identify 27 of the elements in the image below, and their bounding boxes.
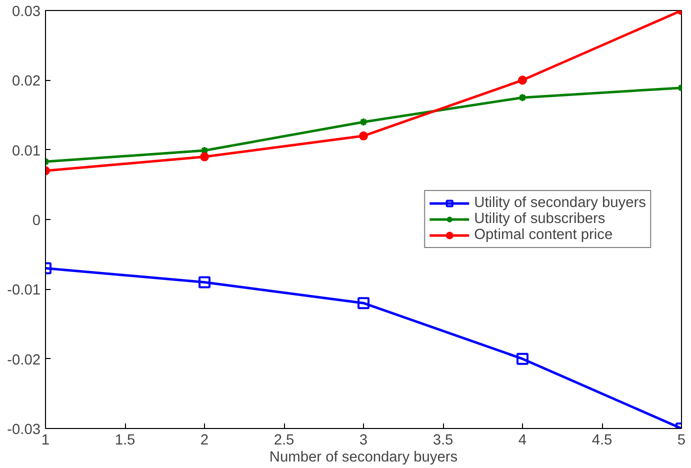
point [518,76,527,85]
point [200,152,209,162]
y-tick-label: 0.03 [12,4,41,20]
x-tick-label: 2.5 [274,432,294,448]
y-tick-label: 0.01 [12,143,41,160]
y-tick-label: 0 [32,213,41,229]
y-tick-label: -0.02 [7,352,40,368]
x-tick-label: 1.5 [114,432,136,448]
legend-label: Optimal content price [474,227,613,243]
x-tick-label: 3.5 [432,432,454,448]
x-tick-label: 3 [359,432,368,448]
x-tick-label: 2 [200,432,209,448]
y-tick-label: -0.01 [7,282,40,299]
x-axis-title: Number of secondary buyers [269,450,458,466]
y-tick-label: 0.02 [12,74,41,90]
legend-label: Utility of subscribers [474,211,606,227]
y-tick-label: -0.03 [7,422,40,438]
x-tick-label: 5 [677,432,686,448]
point [516,352,528,365]
point [358,297,370,310]
x-tick-label: 1 [41,432,50,448]
x-tick-label: 4.5 [592,432,612,448]
point [518,93,527,102]
x-tick-label: 4 [518,432,527,448]
point [359,131,368,140]
point [198,276,210,288]
legend-label: Utility of secondary buyers [474,195,646,211]
